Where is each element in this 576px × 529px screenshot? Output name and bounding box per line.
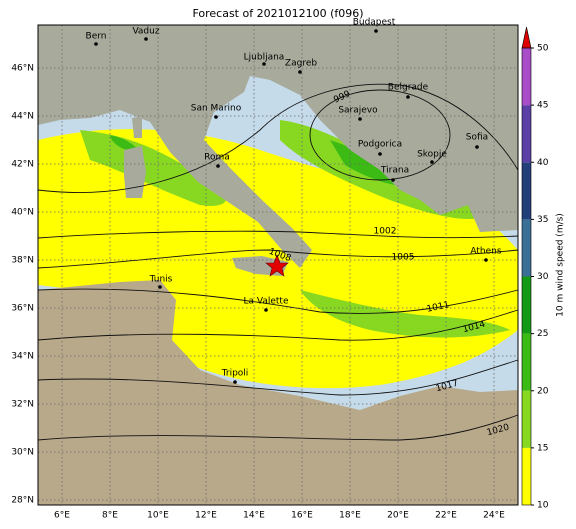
city-dot <box>214 115 218 119</box>
city-dot <box>264 308 268 312</box>
isobar-label: 1011 <box>426 300 450 315</box>
city-label: Tripoli <box>221 369 249 379</box>
city-label: Tirana <box>380 166 409 176</box>
lon-tick-label: 22°E <box>435 511 457 521</box>
lat-tick-label: 30°N <box>11 448 34 458</box>
lon-tick-label: 10°E <box>147 511 169 521</box>
lat-tick-label: 32°N <box>11 400 34 410</box>
city-dot <box>144 37 148 41</box>
isobar-label: 1002 <box>374 227 397 237</box>
isobar <box>37 359 519 396</box>
lon-tick-label: 6°E <box>54 511 70 521</box>
colorbar-segment <box>522 162 531 220</box>
lat-tick-label: 42°N <box>11 160 34 170</box>
lat-tick-label: 46°N <box>11 64 34 74</box>
city-dot <box>374 29 378 33</box>
city-label: Skopje <box>417 150 447 160</box>
lat-tick-label: 36°N <box>11 304 34 314</box>
city-label: Roma <box>204 153 230 163</box>
city-dot <box>378 152 382 156</box>
lon-tick-label: 12°E <box>195 511 217 521</box>
lat-tick-label: 44°N <box>11 112 34 122</box>
lat-tick-label: 28°N <box>11 496 34 506</box>
city-label: Bern <box>86 32 107 42</box>
city-dot <box>298 70 302 74</box>
colorbar-tick-label: 20 <box>537 386 549 396</box>
city-dot <box>475 145 479 149</box>
city-dot <box>158 285 162 289</box>
city-dot <box>358 117 362 121</box>
city-dot <box>406 95 410 99</box>
city-label: Vaduz <box>132 27 159 37</box>
city-dot <box>262 62 266 66</box>
grid <box>38 25 518 505</box>
colorbar-tick-label: 35 <box>537 215 548 225</box>
lon-tick-label: 20°E <box>387 511 409 521</box>
colorbar-tick-label: 30 <box>537 272 549 282</box>
city-label: Ljubljana <box>244 53 285 63</box>
colorbar-tick-label: 45 <box>537 101 548 111</box>
storm-center-star <box>265 254 289 277</box>
lat-tick-label: 34°N <box>11 352 34 362</box>
lon-tick-label: 8°E <box>102 511 118 521</box>
isobar-label: 1005 <box>392 253 415 263</box>
city-label: San Marino <box>191 104 242 114</box>
colorbar-segment <box>522 219 531 277</box>
colorbar-extension <box>521 26 532 49</box>
lon-tick-label: 14°E <box>243 511 265 521</box>
lat-tick-label: 40°N <box>11 208 34 218</box>
city-label: Sofia <box>466 133 488 143</box>
colorbar-segment <box>522 276 531 334</box>
isobars <box>37 83 519 441</box>
city-dot <box>430 160 434 164</box>
city-label: La Valette <box>244 297 289 307</box>
city-dot <box>484 258 488 262</box>
colorbar-segment <box>522 105 531 163</box>
colorbar-tick-label: 15 <box>537 443 548 453</box>
lon-tick-label: 24°E <box>483 511 505 521</box>
isobar <box>309 89 451 181</box>
city-dot <box>94 42 98 46</box>
city-dot <box>216 164 220 168</box>
isobar <box>37 414 519 441</box>
city-dot <box>233 380 237 384</box>
colorbar-tick-label: 40 <box>537 158 549 168</box>
colorbar: 10 15 20 25 30 35 40 45 50 <box>521 26 549 511</box>
colorbar-label: 10 m wind speed (m/s) <box>556 213 566 317</box>
city-label: Sarajevo <box>338 106 378 116</box>
city-label: Zagreb <box>285 59 317 69</box>
isobar <box>37 288 519 314</box>
city-label: Athens <box>470 247 501 257</box>
colorbar-segment <box>522 390 531 448</box>
isobar <box>37 309 519 341</box>
city-label: Podgorica <box>358 140 402 150</box>
colorbar-segment <box>522 48 531 106</box>
lon-tick-label: 18°E <box>339 511 361 521</box>
city-dot <box>391 178 395 182</box>
colorbar-segment <box>522 333 531 391</box>
title: Forecast of 2021012100 (f096) <box>192 7 363 20</box>
colorbar-tick-label: 50 <box>537 44 549 54</box>
lon-tick-label: 16°E <box>291 511 313 521</box>
isobar <box>37 249 519 269</box>
wind-area <box>110 135 420 187</box>
map-frame <box>37 24 519 506</box>
land <box>38 280 518 505</box>
colorbar-segment <box>522 447 531 505</box>
land <box>124 116 288 276</box>
city-label: Budapest <box>353 18 396 28</box>
city-label: Belgrade <box>388 83 429 93</box>
lat-tick-label: 38°N <box>11 256 34 266</box>
colorbar-tick-label: 10 <box>537 501 549 511</box>
colorbar-tick-label: 25 <box>537 329 548 339</box>
city-label: Tunis <box>149 275 173 285</box>
map-area <box>37 24 519 506</box>
isobar <box>37 230 519 239</box>
